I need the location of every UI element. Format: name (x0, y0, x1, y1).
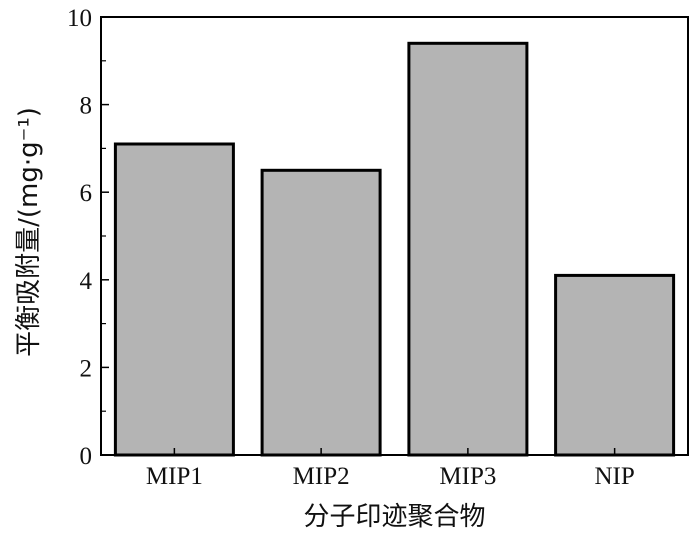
x-tick-label: MIP3 (439, 463, 496, 490)
x-tick-label: MIP1 (146, 463, 203, 490)
y-tick-label: 2 (80, 355, 93, 382)
bar-nip (554, 273, 676, 457)
x-axis-title: 分子印迹聚合物 (303, 502, 485, 532)
y-tick-label: 0 (80, 443, 93, 470)
bars-group (113, 41, 676, 457)
y-tick-label: 4 (80, 268, 93, 295)
y-tick-label: 6 (80, 180, 93, 207)
tick-labels-group: MIP1 MIP2 MIP3 NIP 0 2 4 6 8 10 (67, 5, 635, 490)
y-tick-label: 8 (80, 93, 93, 120)
bar-mip1 (113, 142, 235, 457)
plot-frame (100, 16, 689, 456)
y-axis-title: 平衡吸附量/(mg·g⁻¹) (14, 107, 44, 357)
bar-mip2 (260, 168, 382, 457)
x-tick-label: NIP (594, 463, 634, 490)
y-tick-label: 10 (67, 5, 92, 32)
x-tick-label: MIP2 (293, 463, 350, 490)
bar-mip3 (407, 41, 529, 457)
